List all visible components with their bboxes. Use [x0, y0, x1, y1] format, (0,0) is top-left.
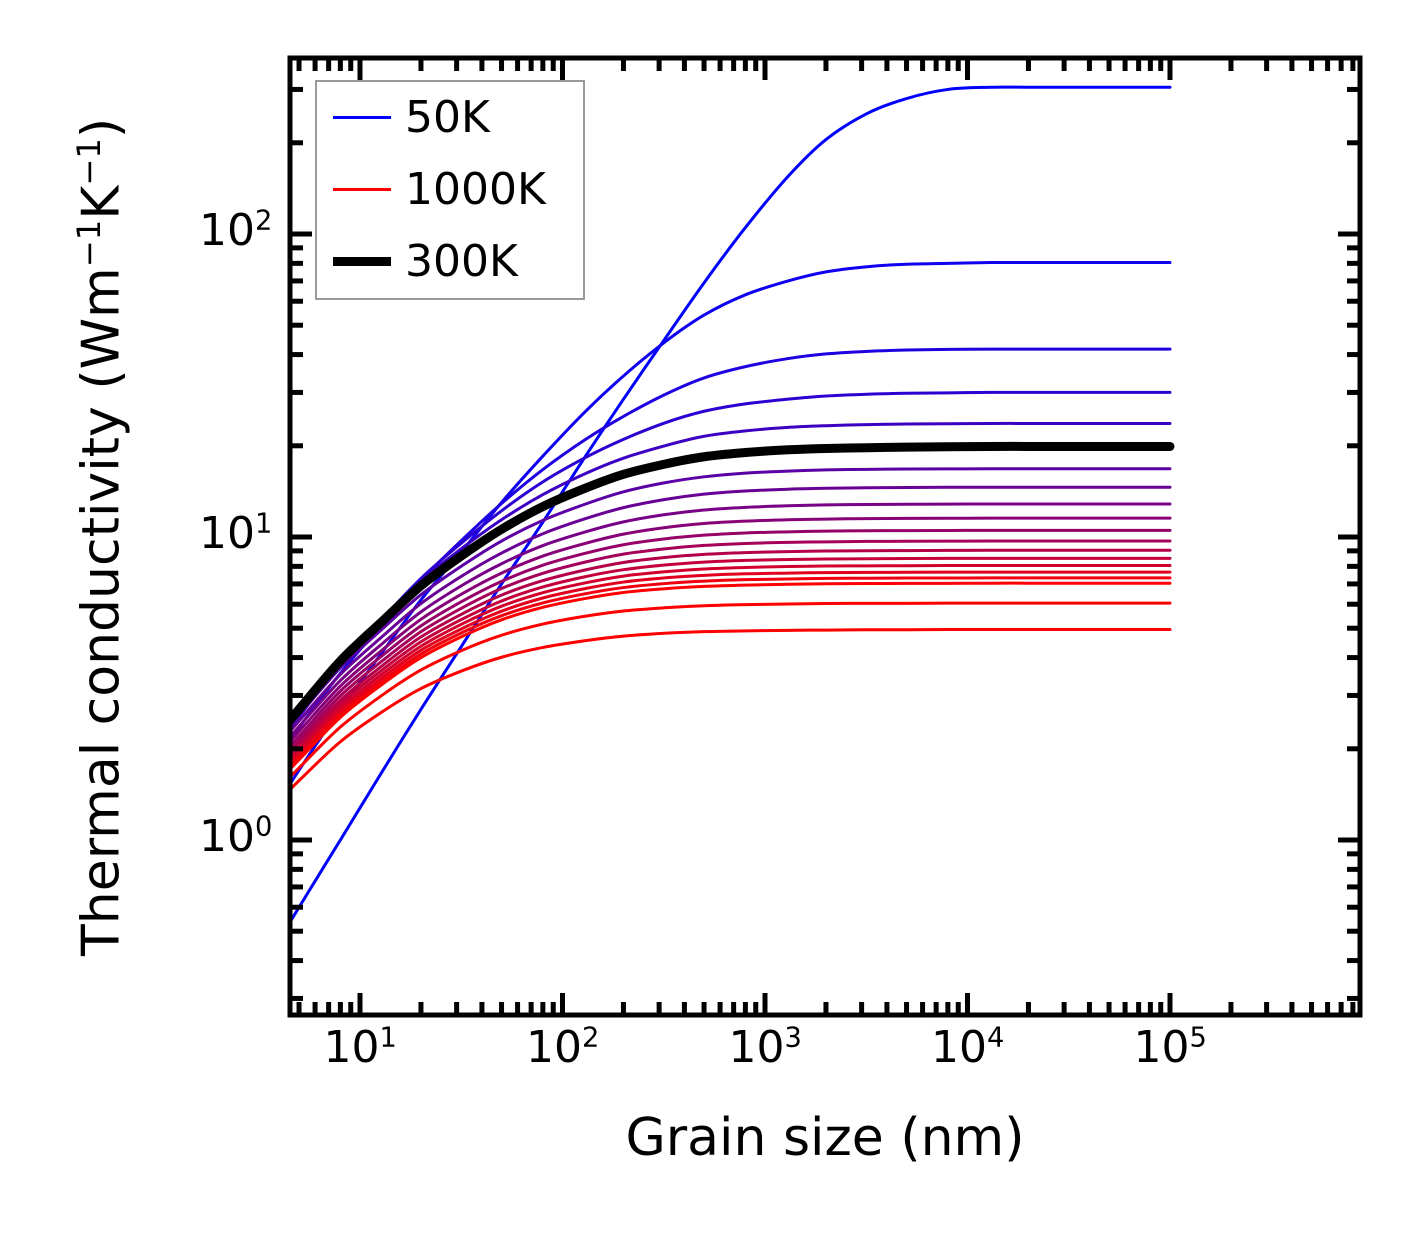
curve-550k	[290, 528, 1172, 749]
curve-layer	[290, 85, 1175, 926]
legend-entry-50k: 50K	[317, 82, 583, 154]
curve-500k	[290, 516, 1172, 744]
curve-800k	[290, 570, 1172, 766]
curve-1000k	[290, 628, 1172, 792]
x-axis-title: Grain size (nm)	[625, 1108, 1025, 1168]
x-tick-label-100: 102	[526, 1022, 600, 1073]
legend: 50K 1000K 300K	[315, 80, 585, 300]
curve-750k	[290, 564, 1172, 763]
legend-label-50k: 50K	[405, 92, 490, 144]
curve-50k	[290, 85, 1172, 926]
legend-swatch-300k	[333, 257, 391, 267]
curve-450k	[290, 502, 1172, 740]
curve-400k	[290, 485, 1172, 734]
curve-300k	[290, 441, 1175, 727]
axis-frame	[287, 55, 1363, 1018]
legend-label-300k: 300K	[405, 236, 518, 288]
legend-swatch-50k	[333, 116, 391, 120]
x-tick-label-100000: 105	[1133, 1022, 1207, 1073]
curve-950k	[290, 601, 1172, 780]
x-tick-label-10: 101	[323, 1022, 397, 1073]
curve-850k	[290, 576, 1172, 769]
curve-900k	[290, 581, 1172, 772]
y-tick-label-10: 101	[199, 507, 273, 559]
y-tick-label-1: 100	[199, 810, 273, 862]
curve-650k	[290, 548, 1172, 757]
legend-swatch-1000k	[333, 188, 391, 192]
y-tick-label-100: 102	[199, 204, 273, 256]
legend-label-1000k: 1000K	[405, 164, 546, 216]
legend-entry-1000k: 1000K	[317, 154, 583, 226]
legend-entry-300k: 300K	[317, 226, 583, 298]
curve-700k	[290, 556, 1172, 760]
curve-350k	[290, 467, 1172, 729]
curve-600k	[290, 539, 1172, 753]
x-tick-label-10000: 104	[931, 1022, 1005, 1073]
x-tick-label-1000: 103	[728, 1022, 802, 1073]
